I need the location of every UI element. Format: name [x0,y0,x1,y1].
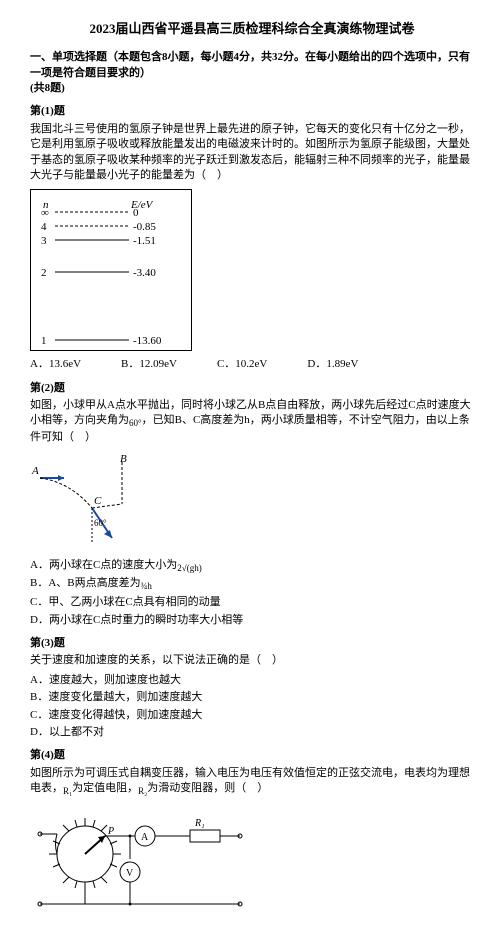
q2-opt-d: D．两小球在C点时重力的瞬时功率大小相等 [30,613,474,628]
level-3-E: -1.51 [133,235,156,247]
level-inf-n: ∞ [41,207,49,219]
level-2-n: 2 [41,267,47,279]
q3-opt-c: C．速度变化得越快，则加速度越大 [30,708,474,723]
section-heading: 一、单项选择题（本题包含8小题，每小题4分，共32分。在每小题给出的四个选项中，… [30,50,474,96]
level-4-E: -0.85 [133,221,156,233]
q2-opt-a-pre: A．两小球在C点的速度大小为 [30,559,177,571]
voltmeter-label: V [126,868,134,879]
q1-opt-a: A．13.6eV [30,357,81,372]
node-bot [129,902,132,905]
section-text: 一、单项选择题（本题包含8小题，每小题4分，共32分。在每小题给出的四个选项中，… [30,51,470,78]
point-A-label: A [31,465,39,477]
resistor-r1 [190,830,220,842]
section-sub: (共8题) [30,82,65,94]
q3-opt-b: B．速度变化量越大，则加速度越大 [30,690,474,705]
level-1-n: 1 [41,335,47,347]
q2-opt-b-pre: B．A、B两点高度差为 [30,577,141,589]
q2-options: A．两小球在C点的速度大小为2√(gh) B．A、B两点高度差为¾h C．甲、乙… [30,558,474,628]
q3-options: A．速度越大，则加速度也越大 B．速度变化量越大，则加速度越大 C．速度变化得越… [30,673,474,741]
q4-text: 如图所示为可调压式自耦变压器，输入电压为电压有效值恒定的正弦交流电，电表均为理想… [30,766,474,798]
q3-opt-a: A．速度越大，则加速度也越大 [30,673,474,688]
level-3-n: 3 [41,235,47,247]
q1-opt-b: B．12.09eV [121,357,177,372]
q4-r1: R₁ [63,786,72,796]
q2-text: 如图，小球甲从A点水平抛出，同时将小球乙从B点自由释放，两小球先后经过C点时速度… [30,398,474,446]
q2-label: 第(2)题 [30,381,474,396]
angle-label: 60° [94,518,107,528]
q1-options: A．13.6eV B．12.09eV C．10.2eV D．1.89eV [30,357,474,372]
curve-AC [40,478,92,508]
point-B-label: B [120,453,127,465]
q2-trajectory-diagram: A B C 60° [30,452,150,552]
q4-r2: R₂ [138,786,147,796]
label-r1: R₁ [194,818,205,829]
q1-energy-diagram: n E/eV ∞ 0 4 -0.85 3 -1.51 2 -3.40 1 -13… [30,189,192,351]
q3-opt-d: D．以上都不对 [30,725,474,740]
q2-angle: 60° [129,419,142,429]
level-2-E: -3.40 [133,267,156,279]
q4-mid: 为定值电阻， [72,782,138,794]
q3-label: 第(3)题 [30,636,474,651]
level-1-E: -13.60 [133,335,162,347]
q4-label: 第(4)题 [30,748,474,763]
q1-opt-d: D．1.89eV [307,357,358,372]
q1-opt-c: C．10.2eV [217,357,267,372]
node-top [129,834,132,837]
q3-text: 关于速度和加速度的关系，以下说法正确的是（ ） [30,653,474,668]
q2-opt-b-expr: ¾h [141,582,152,592]
point-C-label: C [94,495,102,507]
level-4-n: 4 [41,221,47,233]
level-inf-E: 0 [133,207,139,219]
q4-text-post: 为滑动变阻器，则（ ） [147,782,268,794]
ammeter-label: A [141,832,149,843]
q1-text: 我国北斗三号使用的氢原子钟是世界上最先进的原子钟，它每天的变化只有十亿分之一秒，… [30,122,474,184]
q4-circuit-diagram: P A R₁ V [30,804,250,924]
q2-opt-a: A．两小球在C点的速度大小为2√(gh) [30,558,474,575]
page-title: 2023届山西省平遥县高三质检理科综合全真演练物理试卷 [30,20,474,38]
q2-opt-a-expr: 2√(gh) [177,563,201,573]
q1-label: 第(1)题 [30,104,474,119]
arrow-A-head [58,475,64,481]
q2-opt-c: C．甲、乙两小球在C点具有相同的动量 [30,595,474,610]
label-P: P [107,826,114,837]
q2-opt-b: B．A、B两点高度差为¾h [30,576,474,593]
